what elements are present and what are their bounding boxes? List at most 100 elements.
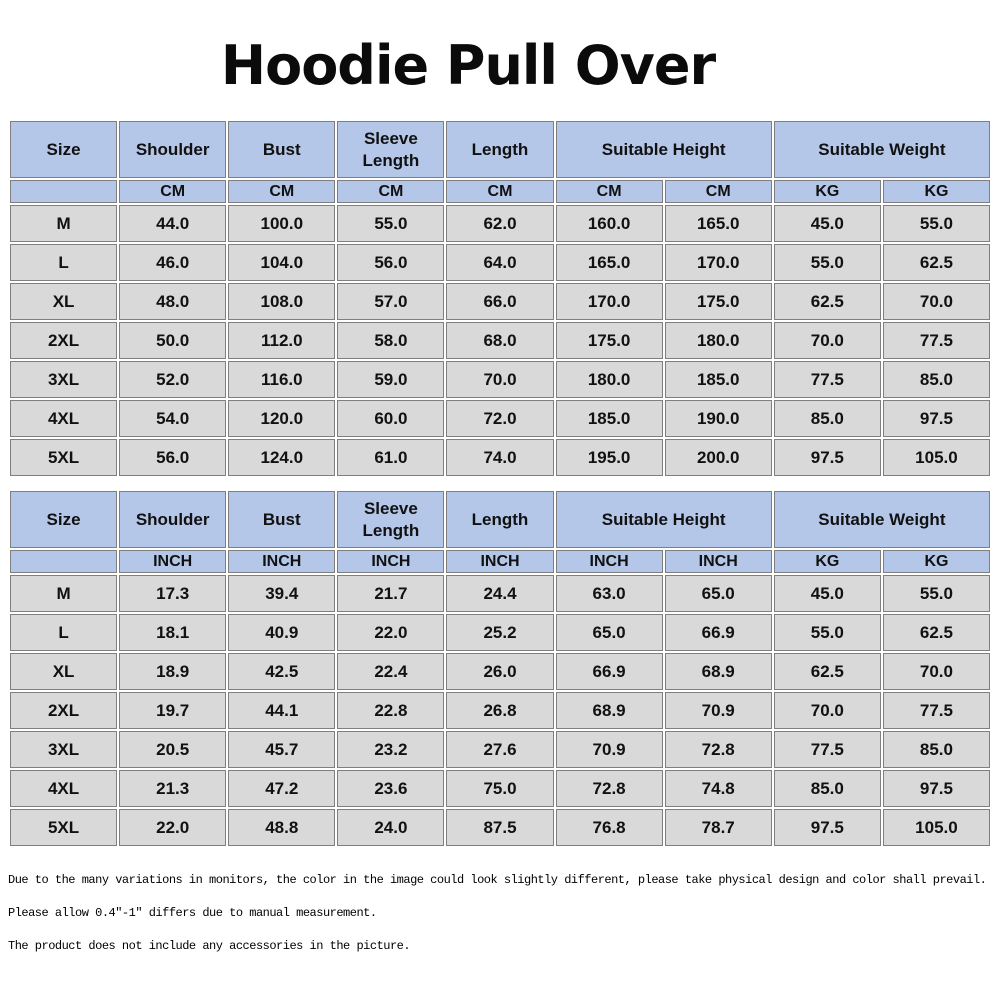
value-cell: 25.2 — [446, 614, 554, 651]
value-cell: 170.0 — [555, 283, 663, 320]
value-cell: 195.0 — [555, 439, 663, 476]
table-row: L 18.1 40.9 22.0 25.2 65.0 66.9 55.0 62.5 — [10, 614, 990, 651]
value-cell: 60.0 — [337, 400, 445, 437]
unit-row: INCH INCH INCH INCH INCH INCH KG KG — [10, 550, 990, 573]
value-cell: 165.0 — [664, 205, 772, 242]
note-manual-measurement: Please allow 0.4"-1" differs due to manu… — [8, 906, 377, 920]
value-cell: 76.8 — [555, 809, 663, 846]
size-cell: 2XL — [10, 692, 118, 729]
column-header: Shoulder — [119, 121, 227, 178]
value-cell: 45.7 — [228, 731, 336, 768]
value-cell: 45.0 — [773, 575, 881, 612]
value-cell: 70.9 — [664, 692, 772, 729]
value-cell: 17.3 — [119, 575, 227, 612]
column-header: Length — [446, 491, 554, 548]
table-row: 4XL 54.0 120.0 60.0 72.0 185.0 190.0 85.0 97.5 — [10, 400, 990, 437]
size-cell: 3XL — [10, 361, 118, 398]
value-cell: 74.8 — [664, 770, 772, 807]
value-cell: 120.0 — [228, 400, 336, 437]
value-cell: 21.7 — [337, 575, 445, 612]
column-header: Shoulder — [119, 491, 227, 548]
unit-cell: KG — [882, 550, 990, 573]
value-cell: 66.0 — [446, 283, 554, 320]
value-cell: 65.0 — [664, 575, 772, 612]
value-cell: 39.4 — [228, 575, 336, 612]
value-cell: 108.0 — [228, 283, 336, 320]
column-header: Bust — [228, 121, 336, 178]
value-cell: 48.0 — [119, 283, 227, 320]
value-cell: 100.0 — [228, 205, 336, 242]
unit-cell: CM — [337, 180, 445, 203]
value-cell: 72.8 — [664, 731, 772, 768]
value-cell: 85.0 — [773, 770, 881, 807]
value-cell: 40.9 — [228, 614, 336, 651]
value-cell: 85.0 — [882, 361, 990, 398]
size-table-cm: Size Shoulder Bust Sleeve Length Length Suita… — [8, 119, 992, 478]
value-cell: 42.5 — [228, 653, 336, 690]
value-cell: 68.0 — [446, 322, 554, 359]
column-header: Suitable Height — [555, 491, 772, 548]
table-row: M 17.3 39.4 21.7 24.4 63.0 65.0 45.0 55.0 — [10, 575, 990, 612]
value-cell: 55.0 — [882, 575, 990, 612]
value-cell: 56.0 — [337, 244, 445, 281]
size-cell: 5XL — [10, 439, 118, 476]
value-cell: 50.0 — [119, 322, 227, 359]
value-cell: 24.4 — [446, 575, 554, 612]
value-cell: 97.5 — [882, 400, 990, 437]
value-cell: 52.0 — [119, 361, 227, 398]
value-cell: 58.0 — [337, 322, 445, 359]
value-cell: 180.0 — [664, 322, 772, 359]
value-cell: 72.0 — [446, 400, 554, 437]
value-cell: 85.0 — [882, 731, 990, 768]
value-cell: 74.0 — [446, 439, 554, 476]
value-cell: 97.5 — [882, 770, 990, 807]
size-cell: 3XL — [10, 731, 118, 768]
value-cell: 105.0 — [882, 809, 990, 846]
value-cell: 97.5 — [773, 809, 881, 846]
note-monitor-color: Due to the many variations in monitors, … — [8, 873, 987, 887]
value-cell: 97.5 — [773, 439, 881, 476]
value-cell: 46.0 — [119, 244, 227, 281]
value-cell: 85.0 — [773, 400, 881, 437]
unit-cell: CM — [555, 180, 663, 203]
value-cell: 61.0 — [337, 439, 445, 476]
value-cell: 19.7 — [119, 692, 227, 729]
value-cell: 26.0 — [446, 653, 554, 690]
value-cell: 57.0 — [337, 283, 445, 320]
table-row: L 46.0 104.0 56.0 64.0 165.0 170.0 55.0 62.5 — [10, 244, 990, 281]
size-cell: M — [10, 575, 118, 612]
size-table-inch: Size Shoulder Bust Sleeve Length Length Suita… — [8, 489, 992, 848]
unit-cell: INCH — [664, 550, 772, 573]
unit-cell: KG — [773, 550, 881, 573]
value-cell: 104.0 — [228, 244, 336, 281]
value-cell: 27.6 — [446, 731, 554, 768]
value-cell: 54.0 — [119, 400, 227, 437]
header-row: Size Shoulder Bust Sleeve Length Length Suita… — [10, 491, 990, 548]
value-cell: 70.0 — [882, 653, 990, 690]
size-cell: 5XL — [10, 809, 118, 846]
value-cell: 70.9 — [555, 731, 663, 768]
header-row: Size Shoulder Bust Sleeve Length Length Suita… — [10, 121, 990, 178]
note-accessories: The product does not include any accesso… — [8, 939, 411, 953]
unit-cell: INCH — [555, 550, 663, 573]
size-cell: M — [10, 205, 118, 242]
value-cell: 63.0 — [555, 575, 663, 612]
value-cell: 78.7 — [664, 809, 772, 846]
size-cell: 4XL — [10, 770, 118, 807]
value-cell: 72.8 — [555, 770, 663, 807]
value-cell: 75.0 — [446, 770, 554, 807]
value-cell: 45.0 — [773, 205, 881, 242]
value-cell: 77.5 — [773, 731, 881, 768]
column-header: Size — [10, 491, 118, 548]
column-header: Sleeve Length — [337, 121, 445, 178]
size-cell: XL — [10, 283, 118, 320]
table-row: 5XL 22.0 48.8 24.0 87.5 76.8 78.7 97.5 105.0 — [10, 809, 990, 846]
unit-cell: INCH — [228, 550, 336, 573]
value-cell: 21.3 — [119, 770, 227, 807]
value-cell: 200.0 — [664, 439, 772, 476]
value-cell: 77.5 — [773, 361, 881, 398]
value-cell: 180.0 — [555, 361, 663, 398]
column-header: Suitable Weight — [773, 491, 990, 548]
column-header: Bust — [228, 491, 336, 548]
value-cell: 24.0 — [337, 809, 445, 846]
